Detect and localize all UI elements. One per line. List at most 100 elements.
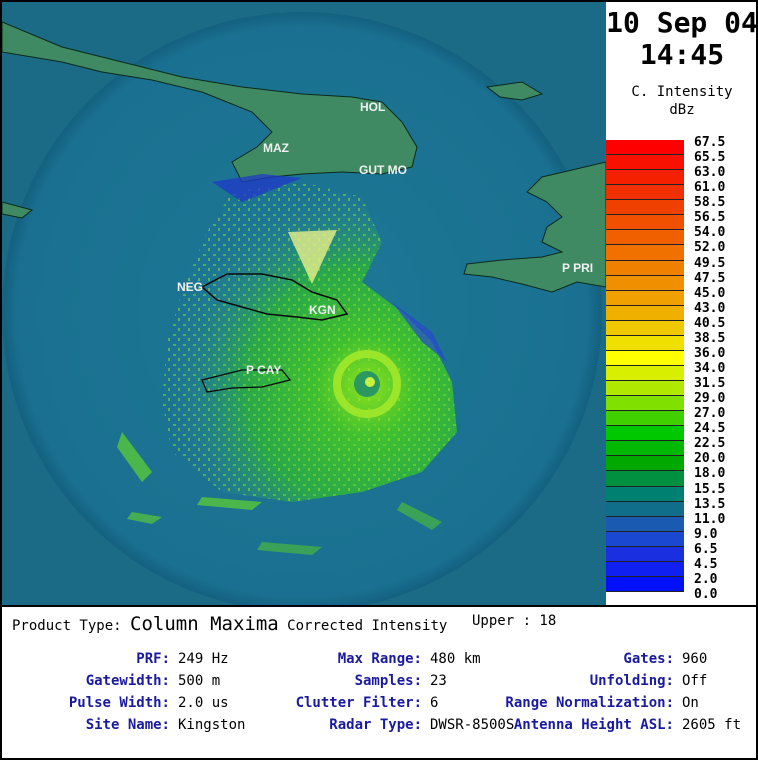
island-fragment xyxy=(485,81,544,101)
color-scale-bar xyxy=(606,140,684,592)
color-scale-tick: 24.5 xyxy=(694,421,726,437)
color-scale-band xyxy=(606,215,684,231)
light-rain-band xyxy=(212,174,302,202)
upper-value: Upper : 18 xyxy=(472,613,557,629)
color-scale-tick: 52.0 xyxy=(694,240,726,256)
color-scale-band xyxy=(606,290,684,306)
color-scale-band xyxy=(606,155,684,171)
color-scale-band xyxy=(606,456,684,472)
color-scale-band xyxy=(606,260,684,276)
city-label: HOL xyxy=(360,100,385,114)
cays-outline xyxy=(201,369,292,393)
color-scale-band xyxy=(606,426,684,442)
city-label: NEG xyxy=(177,280,203,294)
color-scale-band xyxy=(606,170,684,186)
color-scale-tick: 20.0 xyxy=(694,451,726,467)
parameter-value: On xyxy=(682,695,699,711)
color-scale-tick: 67.5 xyxy=(694,135,726,150)
legend-panel: 10 Sep 04 14:45 C. Intensity dBz 67.5 65.… xyxy=(606,2,756,605)
color-scale-band xyxy=(606,320,684,336)
parameter-label: Max Range: xyxy=(337,651,422,667)
color-scale-tick: 34.0 xyxy=(694,361,726,376)
color-scale-band xyxy=(606,411,684,427)
outer-rainband xyxy=(257,542,322,555)
radar-beam-wedge xyxy=(288,230,337,284)
color-scale-tick: 2.0 xyxy=(694,571,718,587)
color-scale-band xyxy=(606,396,684,412)
color-scale-band xyxy=(606,350,684,366)
color-scale-band xyxy=(606,366,684,382)
parameter-value: 23 xyxy=(430,673,447,689)
color-scale-tick: 47.5 xyxy=(694,270,726,286)
radar-map: HOL MAZ GUT MO NEG KGN P CAY P PRI xyxy=(2,2,606,605)
color-scale-tick: 4.5 xyxy=(694,556,718,572)
parameter-value: 249 Hz xyxy=(178,651,229,667)
parameter-value: Off xyxy=(682,673,708,689)
color-scale-band xyxy=(606,275,684,291)
outer-rainband xyxy=(117,432,152,482)
color-scale-tick: 29.0 xyxy=(694,391,726,407)
color-scale-tick: 45.0 xyxy=(694,285,726,301)
color-scale-band xyxy=(606,546,684,562)
color-scale-tick: 36.0 xyxy=(694,345,726,361)
color-scale-band xyxy=(606,381,684,397)
color-scale-tick: 56.5 xyxy=(694,210,726,226)
product-info-panel: Product Type: Column Maxima Corrected In… xyxy=(2,605,756,758)
color-scale-tick: 6.5 xyxy=(694,541,718,557)
parameter-value: Kingston xyxy=(178,717,246,733)
color-scale-ticks: 67.5 65.5 63.0 61.0 58.5 56.5 54.0 52.0 49.5 47.5… xyxy=(694,136,756,601)
parameter-label: Unfolding: xyxy=(589,673,674,689)
parameter-label: Range Normalization: xyxy=(505,695,674,711)
color-scale-band xyxy=(606,471,684,487)
parameter-label: Radar Type: xyxy=(329,717,422,733)
parameter-label: Gates: xyxy=(623,651,674,667)
color-scale-band xyxy=(606,140,684,156)
color-scale-tick: 15.5 xyxy=(694,481,726,497)
precipitation-texture xyxy=(162,182,457,502)
color-scale-tick: 27.0 xyxy=(694,406,726,422)
parameter-label: Samples: xyxy=(354,673,422,689)
color-scale-tick: 61.0 xyxy=(694,180,726,196)
parameter-label: Pulse Width: xyxy=(68,695,170,711)
city-label: MAZ xyxy=(263,141,289,155)
color-scale-tick: 65.5 xyxy=(694,150,726,166)
color-scale-tick: 43.0 xyxy=(694,300,726,316)
color-scale-tick: 40.5 xyxy=(694,315,726,331)
legend-title: C. Intensity xyxy=(631,84,733,100)
city-label: P PRI xyxy=(562,261,593,275)
color-scale-tick: 49.5 xyxy=(694,255,726,271)
parameter-value: DWSR-8500S xyxy=(430,717,515,733)
color-scale-tick: 9.0 xyxy=(694,526,718,542)
color-scale-tick: 13.5 xyxy=(694,496,726,512)
color-scale-tick: 0.0 xyxy=(694,587,718,602)
color-scale-tick: 38.5 xyxy=(694,330,726,346)
parameter-label: Clutter Filter: xyxy=(295,695,422,711)
color-scale-tick: 31.5 xyxy=(694,376,726,392)
color-scale-tick: 54.0 xyxy=(694,225,726,241)
light-rain-band xyxy=(392,302,447,362)
color-scale-band xyxy=(606,245,684,261)
color-scale-band xyxy=(606,531,684,547)
outer-rainband xyxy=(197,497,262,510)
color-scale-band xyxy=(606,516,684,532)
radar-map-graphic: HOL MAZ GUT MO NEG KGN P CAY P PRI xyxy=(2,2,606,605)
legend-unit: dBz xyxy=(669,102,695,118)
parameter-value: 2605 ft xyxy=(682,717,742,733)
parameter-label: Antenna Height ASL: xyxy=(513,717,674,733)
color-scale-band xyxy=(606,230,684,246)
eyewall xyxy=(333,350,401,418)
cuba-landmass xyxy=(2,21,418,183)
color-scale-band xyxy=(606,305,684,321)
color-scale-tick: 11.0 xyxy=(694,511,726,527)
outer-rainband xyxy=(397,502,442,530)
parameter-value: 6 xyxy=(430,695,439,711)
time-display: 14:45 xyxy=(639,38,725,71)
parameter-value: 500 m xyxy=(178,673,221,689)
color-scale-band xyxy=(606,335,684,351)
parameter-label: PRF: xyxy=(136,651,170,667)
parameter-label: Gatewidth: xyxy=(85,673,170,689)
product-type-label: Product Type: xyxy=(12,618,122,634)
color-scale-band xyxy=(606,441,684,457)
color-scale-band xyxy=(606,501,684,517)
